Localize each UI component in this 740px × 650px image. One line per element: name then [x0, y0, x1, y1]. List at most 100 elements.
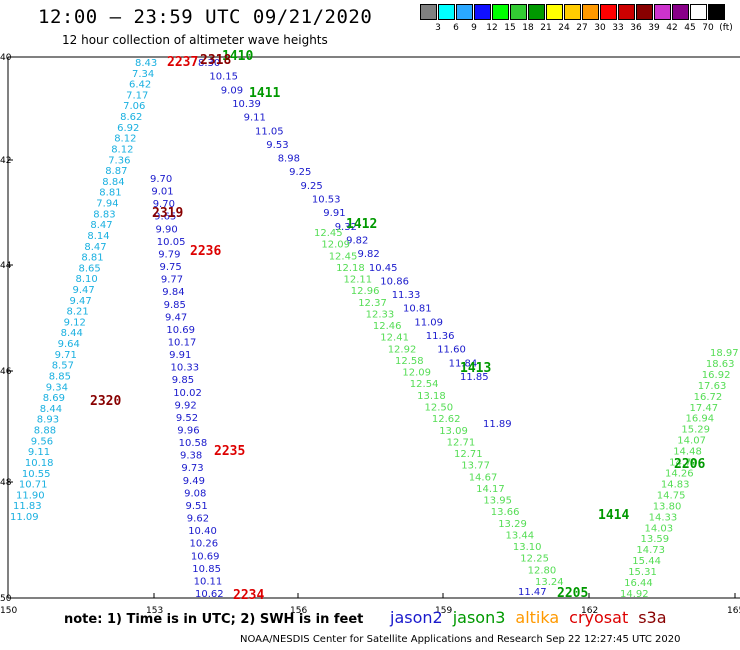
cryosat-track-point: 9.62: [187, 514, 209, 525]
time-label: 2205: [557, 586, 588, 601]
cryosat-track-point: 10.62: [195, 589, 224, 600]
x-tick-label: 162: [581, 606, 598, 616]
jason2-track-point: 8.30: [198, 58, 220, 69]
s3a-track-point: 8.81: [81, 253, 103, 264]
jason2-track-point: 11.60: [437, 345, 466, 356]
satellite-s3a-label: s3a: [638, 608, 667, 627]
s3a-track-point: 8.85: [49, 372, 71, 383]
s3a-track-point: 7.17: [126, 90, 148, 101]
legend-swatch: [420, 4, 437, 20]
legend-label: 15: [504, 23, 516, 33]
satellite-legend: jason2 jason3 altika cryosat s3a: [390, 608, 677, 627]
time-label: 2236: [190, 244, 221, 259]
legend-swatch: [456, 4, 473, 20]
y-tick-label: 48: [0, 478, 12, 488]
s3a-track-point: 8.21: [67, 307, 89, 318]
time-label: 2320: [90, 394, 121, 409]
jason3-track-point: 15.44: [632, 556, 661, 567]
legend-swatch: [546, 4, 563, 20]
jason2-track-point: 11.09: [414, 317, 443, 328]
x-tick-label: 153: [146, 606, 163, 616]
s3a-track-point: 9.64: [58, 339, 80, 350]
legend-swatch: [600, 4, 617, 20]
jason3-track-point: 16.72: [694, 392, 723, 403]
cryosat-track-point: 9.08: [184, 488, 206, 499]
s3a-track-point: 9.47: [73, 285, 95, 296]
legend-swatch: [690, 4, 707, 20]
jason3-track-point: 13.95: [483, 496, 512, 507]
jason2-track-point: 9.25: [301, 181, 323, 192]
jason3-track-point: 12.71: [454, 449, 483, 460]
cryosat-track-point: 10.11: [194, 576, 223, 587]
jason3-track-point: 12.11: [344, 275, 373, 286]
jason2-track-point: 11.84: [449, 358, 478, 369]
legend-swatch: [672, 4, 689, 20]
satellite-jason2-label: jason2: [390, 608, 443, 627]
time-label: 1410: [222, 49, 253, 64]
jason3-track-point: 12.71: [447, 437, 476, 448]
footnote: note: 1) Time is in UTC; 2) SWH is in fe…: [64, 612, 364, 627]
legend-label: 21: [540, 23, 552, 33]
jason3-track-point: 12.50: [425, 403, 454, 414]
jason2-track-point: 10.81: [403, 304, 432, 315]
cryosat-track-point: 10.02: [173, 388, 202, 399]
x-tick-label: 150: [0, 606, 17, 616]
jason3-track-point: 15.31: [628, 567, 657, 578]
s3a-track-point: 11.83: [13, 501, 42, 512]
satellite-altika-label: altika: [515, 608, 560, 627]
jason3-track-point: 14.33: [649, 512, 678, 523]
legend-label: 27: [576, 23, 588, 33]
y-tick-label: 44: [0, 261, 12, 271]
jason3-track-point: 13.29: [498, 519, 527, 530]
legend-label: 18: [522, 23, 534, 33]
time-label: 2237: [167, 55, 198, 70]
jason2-track-point: 11.89: [483, 419, 512, 430]
jason2-track-point: 11.36: [426, 331, 455, 342]
jason3-track-point: 12.25: [520, 554, 549, 565]
jason2-track-point: 9.11: [244, 113, 266, 124]
time-label: 1412: [346, 217, 377, 232]
s3a-track-point: 7.94: [96, 199, 118, 210]
time-label: 2234: [233, 588, 264, 603]
jason3-track-point: 12.54: [410, 379, 439, 390]
s3a-track-point: 8.44: [40, 404, 62, 415]
s3a-track-point: 8.47: [84, 242, 106, 253]
s3a-track-point: 11.90: [16, 490, 45, 501]
cryosat-track-point: 9.79: [158, 250, 180, 261]
cryosat-track-point: 9.70: [153, 199, 175, 210]
jason3-track-point: 16.44: [624, 578, 653, 589]
s3a-track-point: 9.11: [28, 447, 50, 458]
time-label: 2235: [214, 444, 245, 459]
jason3-track-point: 12.09: [402, 368, 431, 379]
legend-swatch: [708, 4, 725, 20]
jason3-track-point: 12.62: [432, 414, 461, 425]
jason2-track-point: 9.91: [323, 208, 345, 219]
cryosat-track-point: 9.96: [177, 426, 199, 437]
s3a-track-point: 8.43: [135, 58, 157, 69]
jason2-track-point: 9.25: [289, 167, 311, 178]
legend-swatch: [564, 4, 581, 20]
legend-label: 3: [435, 23, 441, 33]
jason3-track-point: 17.63: [698, 381, 727, 392]
s3a-track-point: 6.92: [117, 123, 139, 134]
jason3-track-point: 12.41: [380, 333, 409, 344]
cryosat-track-point: 9.75: [160, 262, 182, 273]
cryosat-track-point: 9.65: [154, 212, 176, 223]
satellite-cryosat-label: cryosat: [569, 608, 629, 627]
time-label: 2318: [200, 53, 231, 68]
jason3-track-point: 14.67: [469, 472, 498, 483]
s3a-track-point: 8.14: [87, 231, 109, 242]
jason3-track-point: 12.80: [528, 565, 557, 576]
legend-label: 45: [684, 23, 696, 33]
s3a-track-point: 9.47: [70, 296, 92, 307]
legend-swatch: [582, 4, 599, 20]
cryosat-track-point: 9.51: [186, 501, 208, 512]
s3a-track-point: 8.83: [93, 209, 115, 220]
s3a-track-point: 8.47: [90, 220, 112, 231]
legend-swatch: [438, 4, 455, 20]
s3a-track-point: 10.55: [22, 469, 51, 480]
cryosat-track-point: 9.85: [172, 375, 194, 386]
jason2-track-point: 10.39: [232, 99, 261, 110]
legend-label: 33: [612, 23, 624, 33]
